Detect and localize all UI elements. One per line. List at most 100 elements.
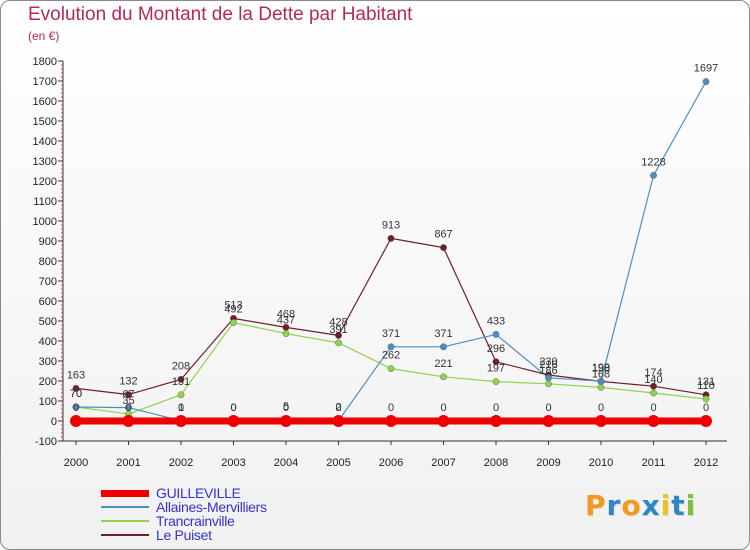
data-label: 163 xyxy=(67,369,85,381)
data-point xyxy=(597,377,605,385)
data-point xyxy=(595,415,607,427)
data-label: 371 xyxy=(434,328,452,340)
data-label: 468 xyxy=(277,308,295,320)
chart-subtitle: (en €) xyxy=(28,29,60,43)
data-point xyxy=(440,343,447,351)
y-tick-label: 300 xyxy=(39,356,57,368)
data-label: 262 xyxy=(382,350,400,362)
data-point xyxy=(70,415,82,427)
data-point xyxy=(492,358,500,366)
data-point xyxy=(437,415,450,427)
data-point xyxy=(542,415,555,427)
legend-swatch xyxy=(101,520,149,522)
data-point xyxy=(385,415,397,427)
data-label: 199 xyxy=(592,362,610,374)
x-tick-label: 2004 xyxy=(274,457,298,469)
x-tick-label: 2008 xyxy=(484,457,508,469)
data-label: 0 xyxy=(125,402,131,414)
data-label: 35 xyxy=(122,395,134,407)
chart-title: Evolution du Montant de la Dette par Hab… xyxy=(28,4,413,25)
legend-swatch xyxy=(101,506,149,508)
legend-label: Allaines-Mervilliers xyxy=(156,499,267,515)
data-label: 0 xyxy=(230,402,236,414)
x-tick-label: 2011 xyxy=(642,457,666,469)
data-label: 0 xyxy=(388,402,394,414)
data-point xyxy=(72,403,80,411)
data-point xyxy=(490,415,502,427)
data-label: 437 xyxy=(277,315,295,327)
data-label: 131 xyxy=(172,376,190,388)
data-label: 0 xyxy=(230,402,236,414)
y-tick-label: 800 xyxy=(39,256,57,268)
data-label: 428 xyxy=(329,316,347,328)
data-label: 433 xyxy=(487,315,505,327)
data-label: 110 xyxy=(697,380,715,392)
data-label: 371 xyxy=(382,328,400,340)
y-tick-label: 400 xyxy=(39,336,57,348)
y-tick-label: 1400 xyxy=(33,136,57,148)
data-point xyxy=(702,78,710,86)
x-tick-label: 2003 xyxy=(221,457,245,469)
data-point xyxy=(125,391,132,398)
legend-item-guilleville: GUILLEVILLE xyxy=(101,485,361,501)
data-label: 0 xyxy=(545,402,551,414)
y-tick-label: 1800 xyxy=(33,56,57,68)
x-tick-label: 2010 xyxy=(589,457,613,469)
data-label: 391 xyxy=(329,324,347,336)
x-tick-label: 2007 xyxy=(431,457,455,469)
data-point xyxy=(700,415,712,427)
y-tick-label: 1000 xyxy=(33,216,57,228)
data-label: 0 xyxy=(73,402,79,414)
data-label: 132 xyxy=(119,376,137,388)
data-label: 0 xyxy=(440,402,446,414)
data-point xyxy=(282,330,290,337)
data-label: 296 xyxy=(487,343,505,355)
data-point xyxy=(545,374,552,382)
y-tick-label: 200 xyxy=(39,376,57,388)
data-label: 197 xyxy=(487,363,505,375)
data-label: 0 xyxy=(598,402,604,414)
data-label: 1 xyxy=(178,402,184,414)
data-point xyxy=(440,244,447,252)
data-label: 140 xyxy=(644,374,662,386)
legend-label: Trancrainville xyxy=(156,513,235,529)
data-point xyxy=(177,391,185,399)
data-point xyxy=(647,415,660,427)
data-point xyxy=(122,415,135,427)
data-point xyxy=(335,339,342,347)
data-label: 216 xyxy=(539,359,557,371)
data-label: 1697 xyxy=(694,63,718,75)
data-point xyxy=(597,383,605,391)
data-label: 168 xyxy=(592,368,610,380)
legend-label: Le Puiset xyxy=(156,527,212,543)
legend: GUILLEVILLE Allaines-Mervilliers Trancra… xyxy=(101,485,361,543)
x-tick-label: 2001 xyxy=(116,457,140,469)
y-tick-label: 1500 xyxy=(33,116,57,128)
y-tick-label: 1100 xyxy=(33,196,57,208)
x-tick-label: 2002 xyxy=(169,457,193,469)
data-label: 1228 xyxy=(641,156,665,168)
data-label: 0 xyxy=(283,402,289,414)
data-point xyxy=(335,331,342,339)
data-point xyxy=(175,415,187,427)
data-label: 221 xyxy=(434,358,452,370)
legend-label: GUILLEVILLE xyxy=(156,485,241,501)
data-label: 0 xyxy=(493,402,499,414)
data-label: 513 xyxy=(224,299,242,311)
data-point xyxy=(387,365,395,372)
x-tick-label: 2012 xyxy=(694,457,718,469)
data-point xyxy=(227,415,240,427)
y-tick-label: -100 xyxy=(35,436,57,448)
data-label: 70 xyxy=(70,388,82,400)
data-point xyxy=(387,234,395,242)
data-point xyxy=(332,415,345,427)
x-tick-label: 2006 xyxy=(379,457,403,469)
data-point xyxy=(650,389,657,397)
y-tick-label: 1200 xyxy=(33,176,57,188)
data-point xyxy=(492,330,500,338)
y-tick-label: 1700 xyxy=(33,76,57,88)
data-point xyxy=(545,380,552,388)
y-tick-label: 500 xyxy=(39,316,57,328)
legend-swatch xyxy=(101,490,149,497)
data-label: 0 xyxy=(335,402,341,414)
